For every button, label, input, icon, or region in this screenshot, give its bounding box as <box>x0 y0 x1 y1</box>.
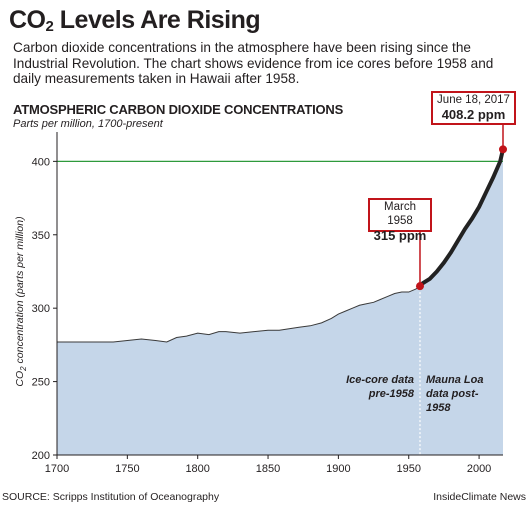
callout-2017-date: June 18, 2017 <box>437 94 510 106</box>
x-tick-label: 1950 <box>396 463 420 475</box>
co2-area <box>57 149 503 456</box>
icecore-series-line <box>57 285 421 343</box>
icecore-annotation-line: pre-1958 <box>368 388 415 400</box>
y-tick-label: 350 <box>32 230 50 242</box>
y-tick-label: 400 <box>32 156 50 168</box>
callout-2017-value: 408.2 ppm <box>441 107 506 122</box>
y-tick-label: 200 <box>32 450 50 462</box>
x-tick-label: 1800 <box>185 463 209 475</box>
page-title: CO2 Levels Are Rising <box>9 6 261 35</box>
callout-1958-value: 315 ppm <box>373 228 427 243</box>
callout-2017-point <box>499 145 507 154</box>
source-note: SOURCE: Scripps Institution of Oceanogra… <box>2 491 220 503</box>
title-suffix: Levels Are Rising <box>53 6 261 34</box>
page-subtitle: Carbon dioxide concentrations in the atm… <box>13 40 494 86</box>
maunaloa-series-line <box>418 148 505 288</box>
x-tick-label: 2000 <box>467 463 491 475</box>
y-axis-label: CO2 concentration (parts per million) <box>14 216 28 386</box>
x-tick-label: 1900 <box>326 463 350 475</box>
y-tick-label: 250 <box>32 377 50 389</box>
callout-1958-point <box>415 282 424 291</box>
x-tick-label: 1750 <box>115 463 139 475</box>
callout-1958: March 1958 315 ppm <box>368 198 432 243</box>
credit-note: InsideClimate News <box>433 491 526 503</box>
maunaloa-annotation-line: 1958 <box>426 402 451 414</box>
maunaloa-annotation-line: data post- <box>426 388 479 400</box>
callout-2017: June 18, 2017 408.2 ppm <box>431 91 516 125</box>
y-tick-label: 300 <box>32 303 50 315</box>
x-tick-label: 1850 <box>256 463 280 475</box>
chart-title: ATMOSPHERIC CARBON DIOXIDE CONCENTRATION… <box>13 102 344 117</box>
title-prefix: CO <box>9 6 46 34</box>
chart-subtitle: Parts per million, 1700-present <box>13 118 163 130</box>
icecore-annotation-line: Ice-core data <box>346 374 414 386</box>
callout-1958-date: March 1958 <box>384 201 416 227</box>
maunaloa-annotation-line: Mauna Loa <box>426 374 483 386</box>
x-tick-label: 1700 <box>45 463 69 475</box>
title-subscript: 2 <box>45 18 54 35</box>
